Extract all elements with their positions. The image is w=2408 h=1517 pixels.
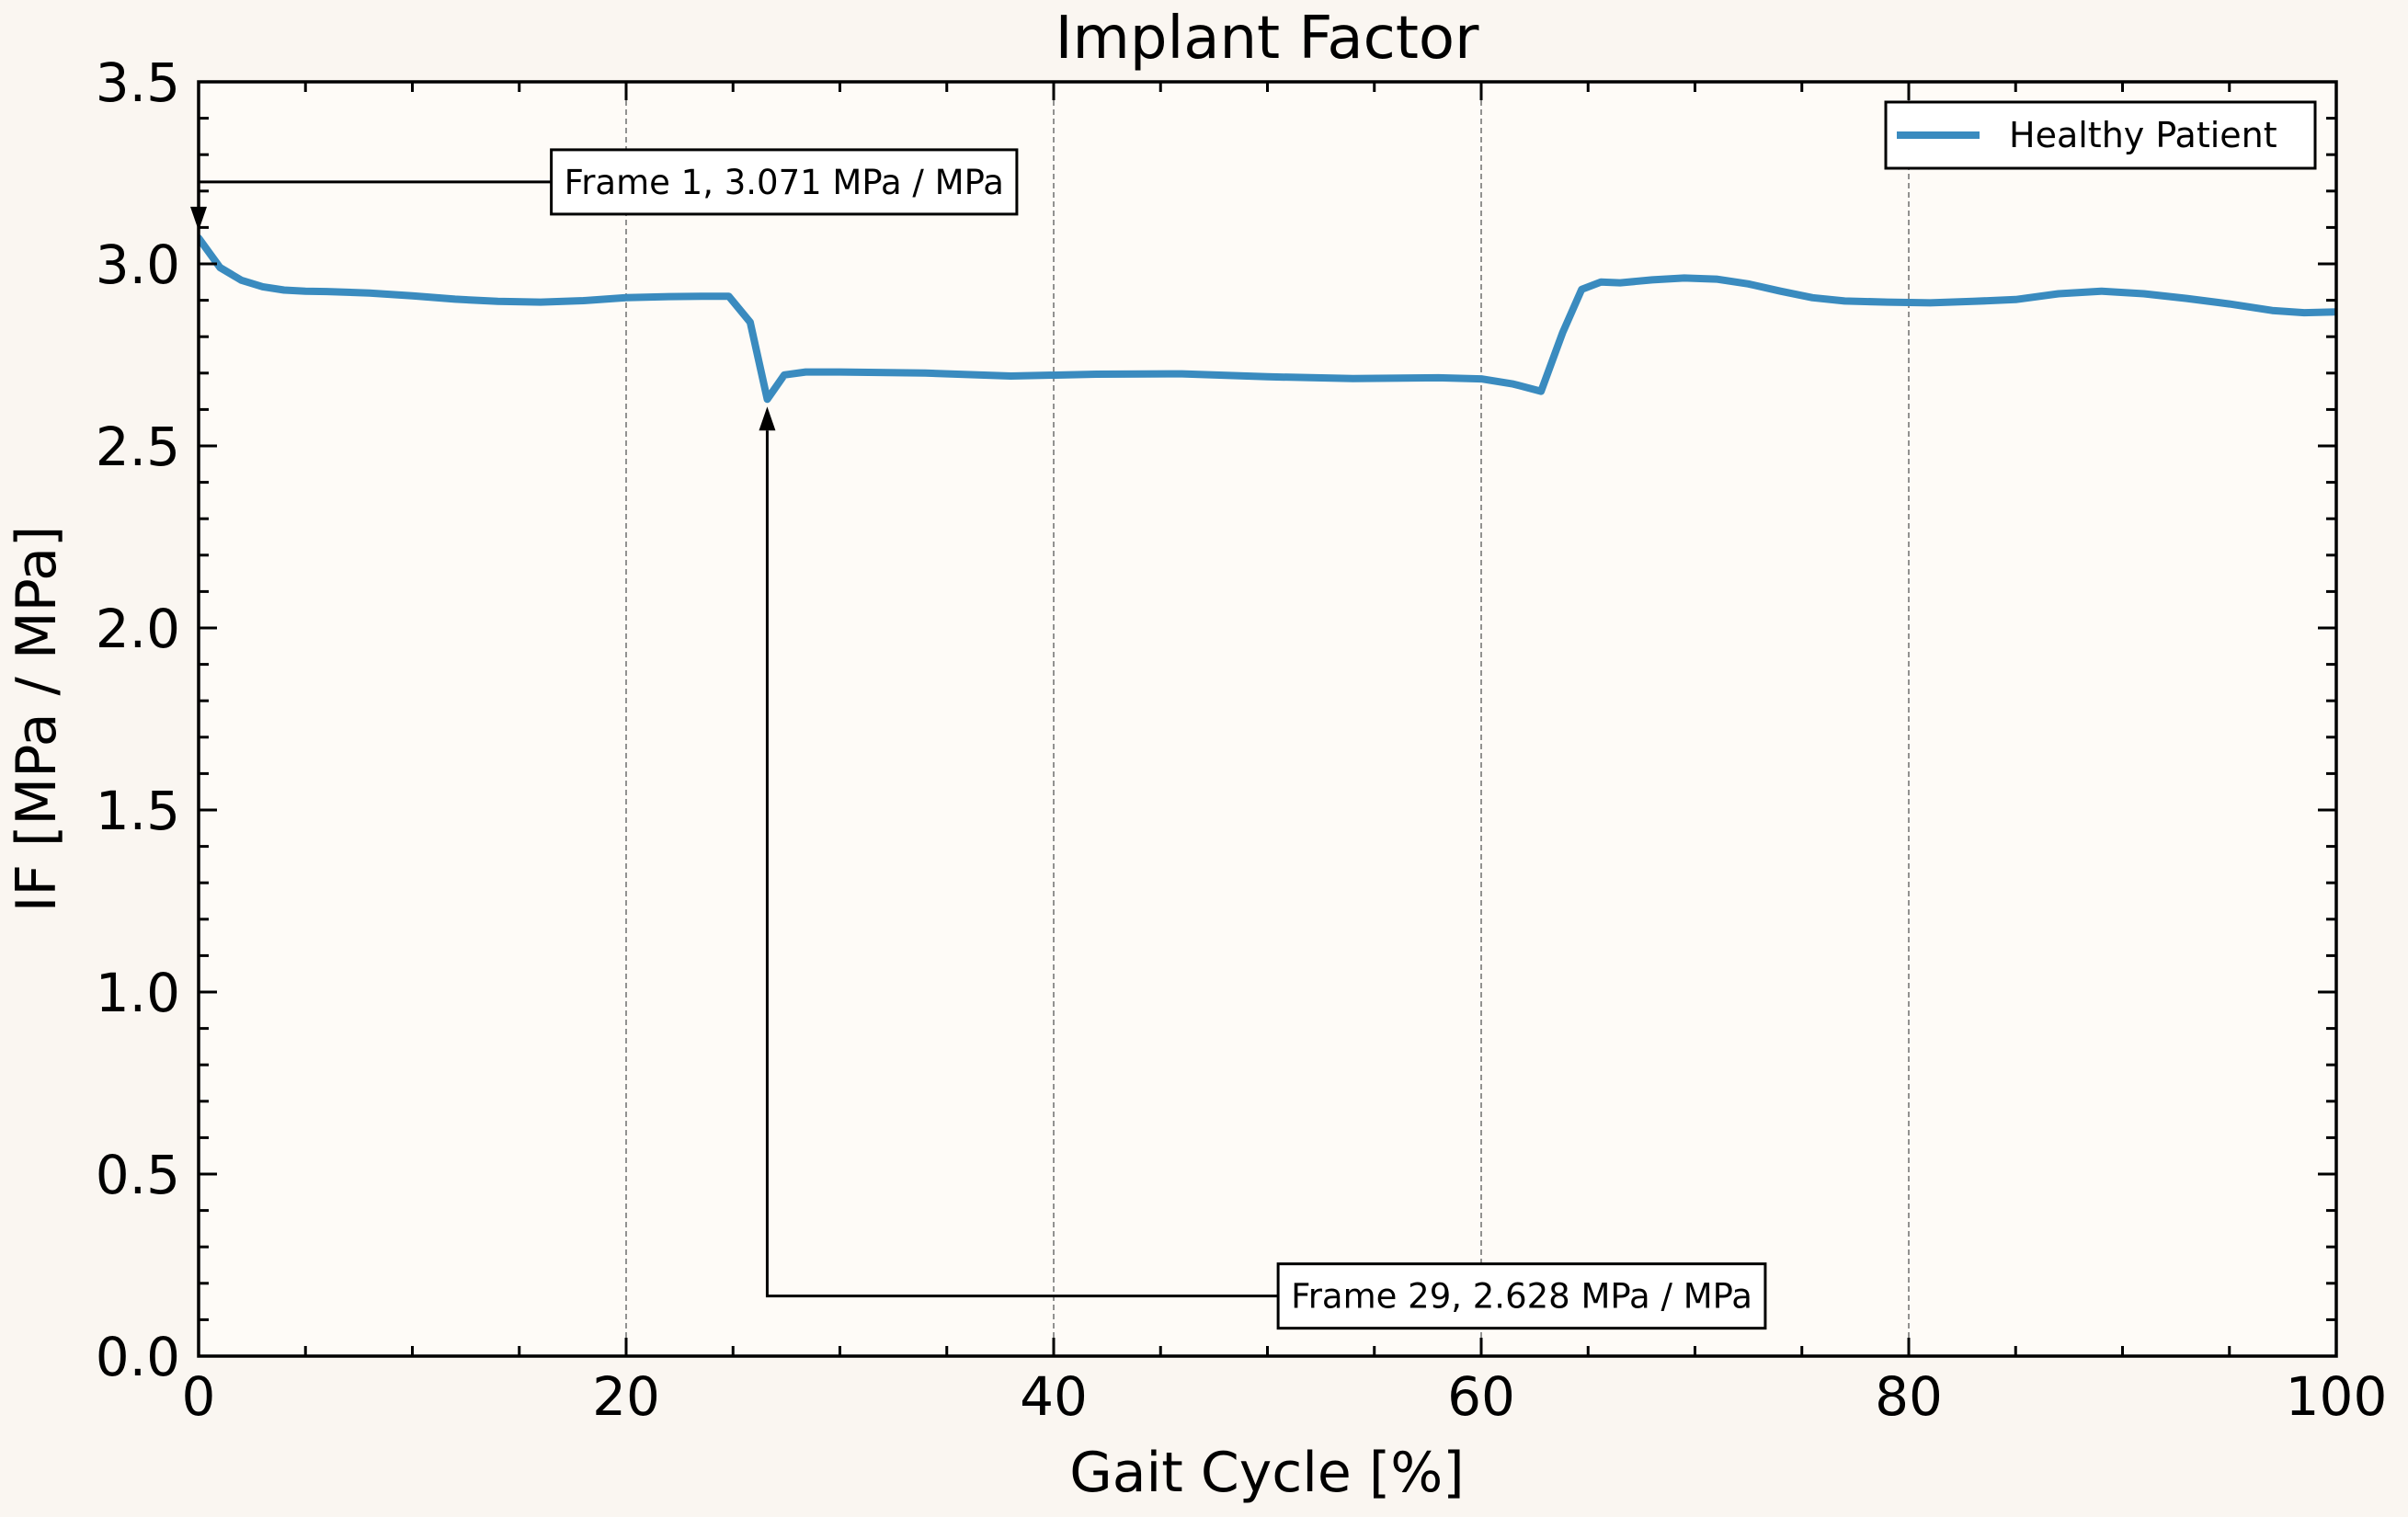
x-tick-label-1: 20 xyxy=(592,1365,660,1428)
annotation-arrow-line-0 xyxy=(197,180,552,207)
y-axis-label: IF [MPa / MPa] xyxy=(5,526,69,913)
x-tick-label-2: 40 xyxy=(1020,1365,1088,1428)
x-axis-label: Gait Cycle [%] xyxy=(1069,1441,1464,1505)
tick-labels: 0 20 40 60 80 100 0.0 0.5 1.0 1.5 2.0 2.5 3.0 3.5 xyxy=(96,51,2388,1428)
y-tick-label-1: 0.5 xyxy=(96,1144,180,1206)
x-tick-label-5: 100 xyxy=(2286,1365,2388,1428)
x-tick-label-3: 60 xyxy=(1447,1365,1515,1428)
y-tick-label-5: 2.5 xyxy=(96,416,180,478)
plot-area xyxy=(199,82,2336,1356)
x-tick-label-0: 0 xyxy=(182,1365,216,1428)
annotation-box-1 xyxy=(1276,1262,1767,1330)
annotation-0: Frame 1, 3.071 MPa / MPa xyxy=(190,148,1019,231)
annotation-arrow-line-1 xyxy=(765,430,1279,1298)
y-tick-label-3: 1.5 xyxy=(96,780,180,842)
y-tick-label-6: 3.0 xyxy=(96,234,180,296)
annotations: Frame 1, 3.071 MPa / MPa Frame 29, 2.628 … xyxy=(190,148,1767,1330)
y-tick-label-2: 1.0 xyxy=(96,962,180,1024)
chart-title: Implant Factor xyxy=(1056,5,1479,73)
x-tick-label-4: 80 xyxy=(1875,1365,1943,1428)
annotation-text-0: Frame 1, 3.071 MPa / MPa xyxy=(565,163,1004,202)
annotation-1: Frame 29, 2.628 MPa / MPa xyxy=(759,406,1767,1330)
grid-lines xyxy=(625,82,1910,1356)
y-tick-label-4: 2.0 xyxy=(96,598,180,660)
legend[interactable]: Healthy Patient xyxy=(1884,100,2317,170)
annotation-arrow-head-0 xyxy=(190,206,207,231)
annotation-arrow-head-1 xyxy=(759,406,776,431)
series-layer xyxy=(199,234,2336,404)
series-line-0 xyxy=(199,234,2336,404)
legend-label-0: Healthy Patient xyxy=(2009,115,2277,155)
annotation-text-1: Frame 29, 2.628 MPa / MPa xyxy=(1291,1277,1752,1317)
tick-marks xyxy=(197,80,2338,1358)
y-tick-label-7: 3.5 xyxy=(96,51,180,114)
y-tick-label-0: 0.0 xyxy=(96,1326,180,1388)
